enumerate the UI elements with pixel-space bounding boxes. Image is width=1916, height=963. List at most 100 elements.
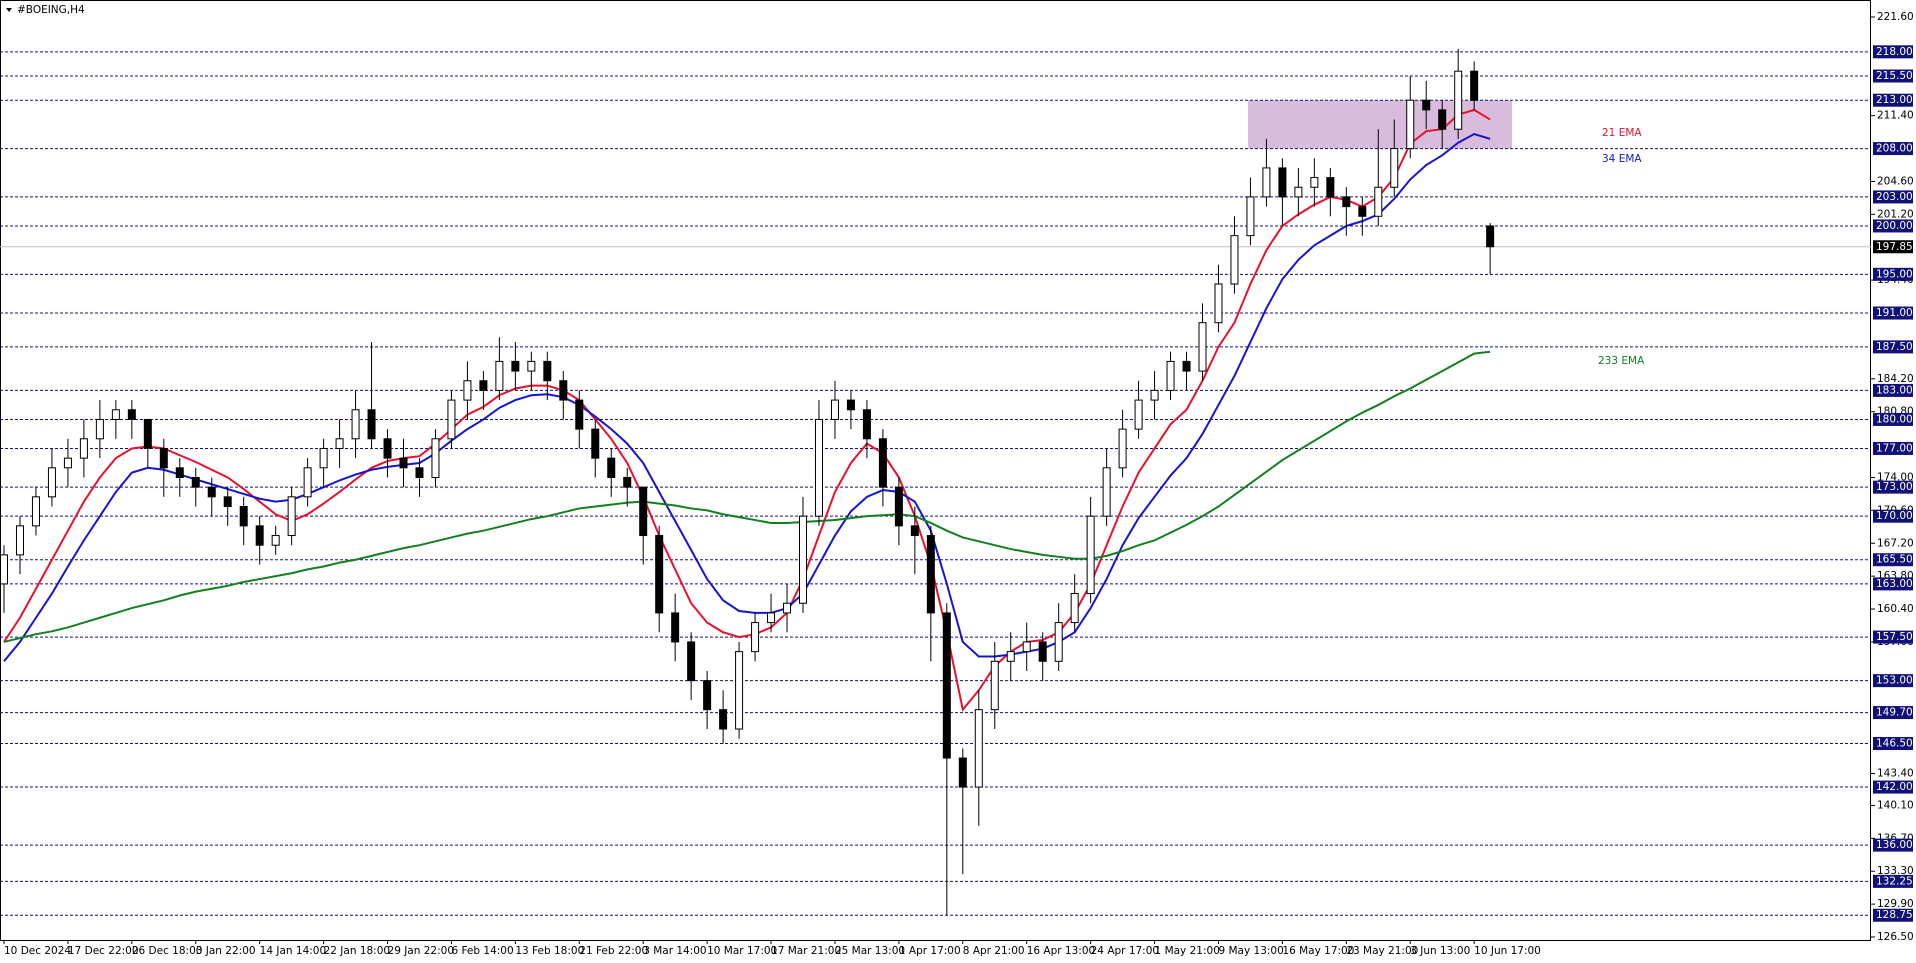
x-tick-label: 21 Feb 22:00 [579,945,648,957]
level-label: 177.00 [1876,442,1913,454]
candle-body [799,515,807,604]
candle-body [47,467,56,498]
y-tick-label: 174.00 [1877,471,1914,483]
level-label: 142.00 [1876,781,1913,793]
candle-body [1230,235,1239,285]
candle-body [111,409,120,420]
candle-body [767,612,776,624]
candle-body [447,399,456,440]
x-tick-label: 6 Feb 14:00 [451,945,513,957]
level-label: 136.00 [1876,839,1913,851]
candle-body [319,447,328,469]
candle-body [63,457,72,469]
candle-body [639,486,648,537]
candle-body [974,709,983,788]
level-label: 200.00 [1876,220,1913,232]
x-tick-label: 16 May 17:00 [1282,945,1354,957]
level-label: 165.50 [1876,554,1913,566]
level-label-bg [1873,630,1913,644]
level-label: 146.50 [1876,738,1913,750]
candle-body [830,399,839,420]
x-tick-label: 25 Mar 13:00 [835,945,905,957]
candle-body [351,409,360,440]
level-label-bg [1873,553,1913,567]
y-tick-label: 221.60 [1877,11,1914,23]
candle-body [1358,206,1367,217]
candle-body [31,496,40,527]
chart-menu-icon[interactable] [6,8,12,12]
level-label-bg [1873,908,1913,922]
level-label: 191.00 [1876,307,1913,319]
candle-body [223,496,232,508]
x-tick-label: 3 Mar 14:00 [643,945,706,957]
candle-body [735,651,744,730]
candle-body [942,612,951,759]
candle-body [527,360,536,372]
zone [1248,100,1512,149]
candle-body [687,641,696,682]
level-label: 215.50 [1876,70,1913,82]
candle-body [1374,186,1383,217]
candle-body [1406,99,1415,150]
candle-body [143,418,152,449]
y-tick-label: 126.50 [1877,931,1914,943]
level-label-bg [1873,267,1913,281]
y-tick-label: 167.20 [1877,537,1914,549]
level-label: 180.00 [1876,413,1913,425]
level-label-bg [1873,190,1913,204]
candle-body [191,476,200,488]
candle-body [79,438,88,459]
level-label-bg [1873,383,1913,397]
candle-body [255,525,264,546]
x-tick-label: 3 Jan 22:00 [196,945,256,957]
level-label-bg [1873,874,1913,888]
level-label-bg [1873,306,1913,320]
candle-body [655,535,664,614]
candle-body [15,525,24,556]
candle-body [958,757,967,788]
candle-body [1102,467,1111,517]
level-label-bg [1873,509,1913,523]
level-label-bg [1873,480,1913,494]
candle-body [1246,196,1255,237]
x-tick-label: 8 Apr 21:00 [963,945,1025,957]
candle-body [1070,593,1079,624]
candle-body [1038,641,1047,662]
candle-body [1342,196,1351,208]
x-tick-label: 3 Jun 13:00 [1410,945,1470,957]
level-label: 195.00 [1876,268,1913,280]
x-tick-label: 14 Jan 14:00 [260,945,326,957]
last-price-label: 197.85 [1876,241,1913,253]
candle-body [335,438,344,449]
candle-body [463,380,472,401]
x-tick-label: 13 Feb 18:00 [515,945,584,957]
candle-body [719,709,728,730]
level-label-bg [1873,674,1913,688]
ema-line [3,132,1491,662]
y-tick-label: 143.40 [1877,768,1914,780]
candle-body [1294,186,1303,198]
level-label-bg [1873,340,1913,354]
candle-body [287,496,296,537]
candle-body [1326,177,1335,198]
candle-body [607,457,616,478]
candle-body [0,554,8,585]
candle-body [591,428,600,459]
x-tick-label: 10 Dec 2024 [4,945,71,957]
candle-body [910,525,919,537]
candle-body [990,660,999,711]
candle-body [1214,283,1223,324]
candle-body [1310,177,1319,188]
y-tick-label: 201.20 [1877,208,1914,220]
candle-body [1390,148,1399,188]
level-label-bg [1873,412,1913,426]
candle-body [1454,70,1463,130]
level-label-bg [1873,45,1913,59]
candle-body [1150,389,1159,401]
level-label-bg [1873,780,1913,794]
candle-body [511,360,520,372]
candle-body [559,380,568,401]
candle-body [575,399,584,430]
